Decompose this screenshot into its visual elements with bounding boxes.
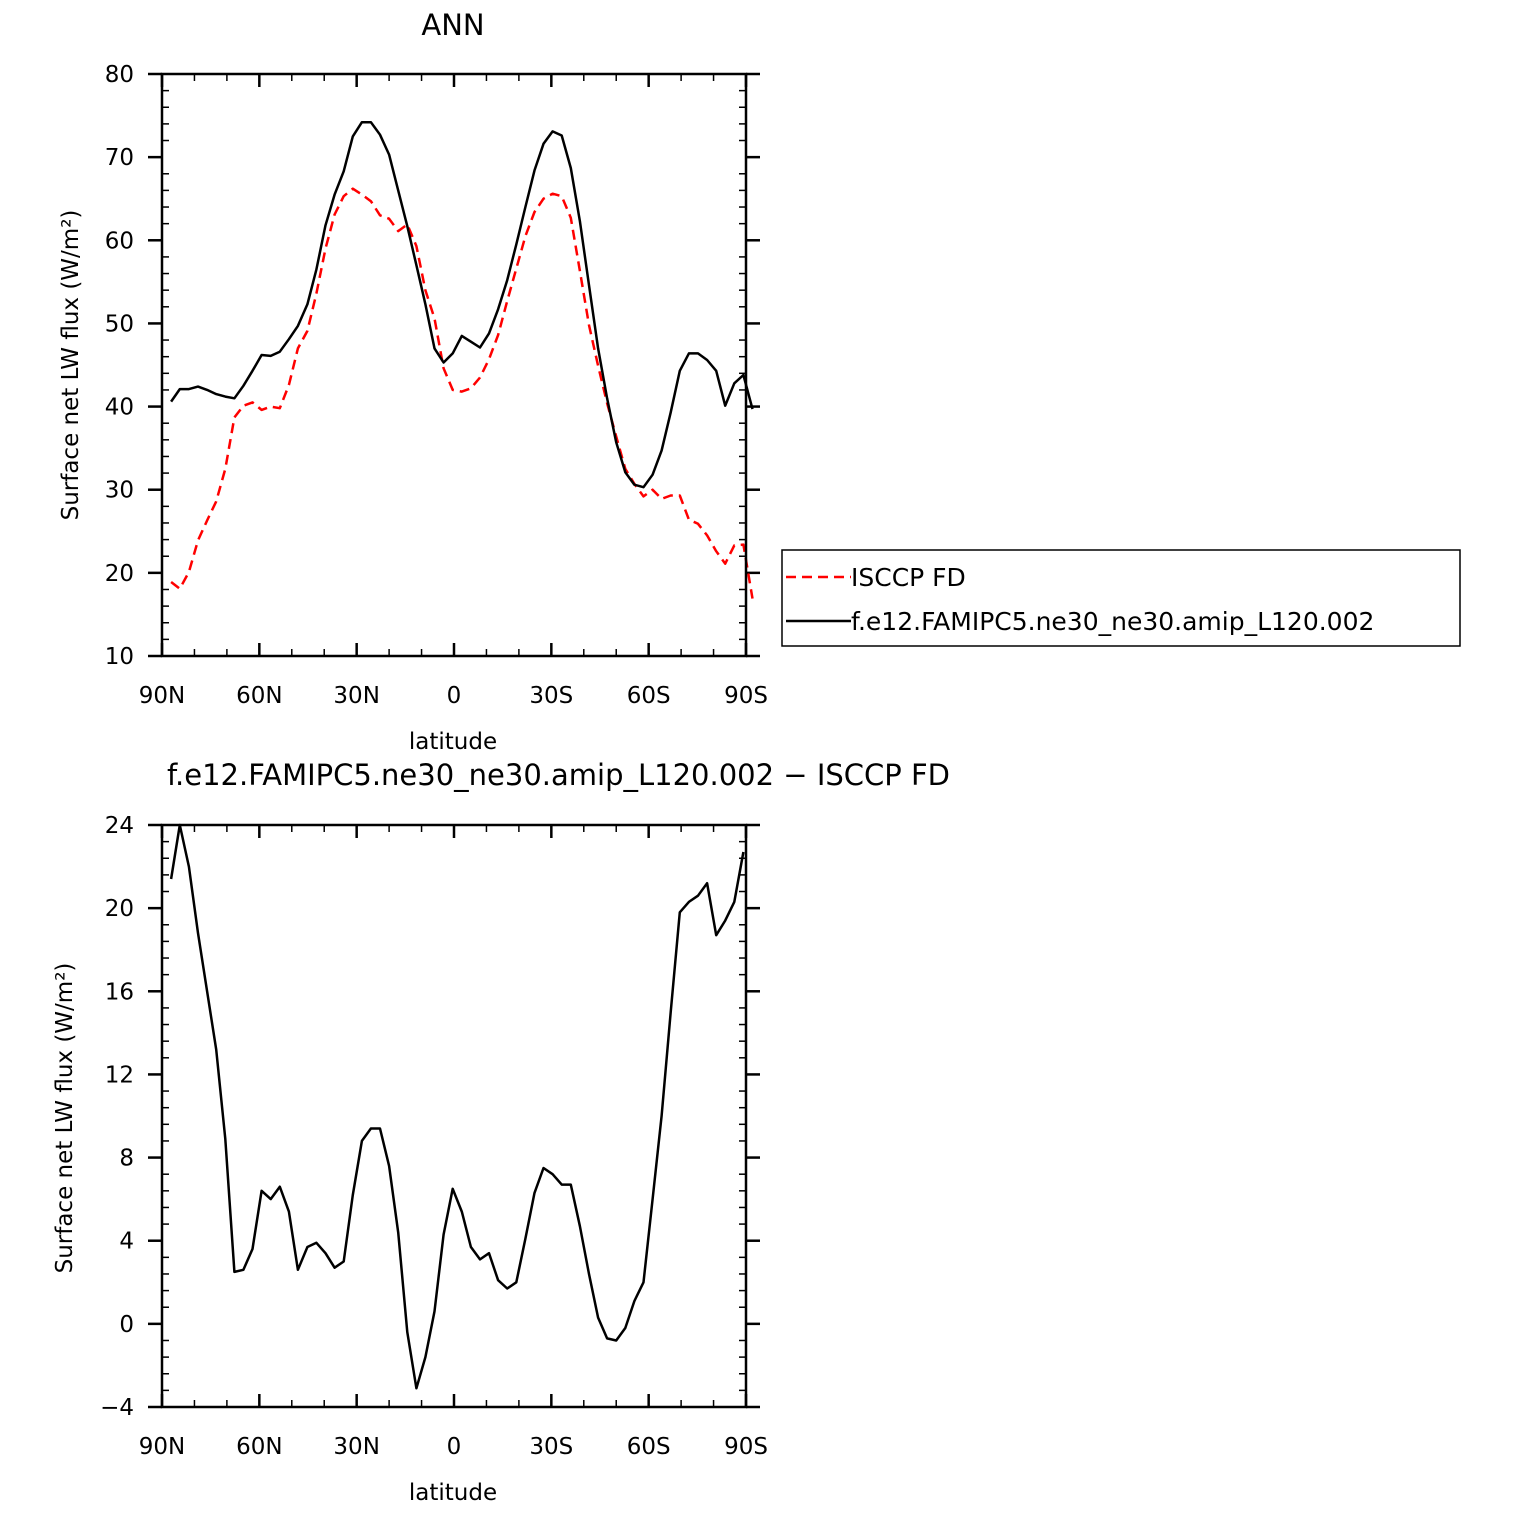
top-panel-title: ANN: [421, 8, 484, 42]
bottom-panel-y-tick-label: 8: [119, 1146, 134, 1172]
top-panel-series-line-0: [170, 187, 754, 599]
legend-label-isccp: ISCCP FD: [851, 563, 966, 592]
top-panel-x-tick-label: 30N: [333, 683, 379, 709]
top-panel-y-axis-title: Surface net LW flux (W/m²): [58, 210, 84, 521]
bottom-panel-y-tick-label: 12: [105, 1062, 134, 1088]
bottom-panel-x-tick-label: 60S: [627, 1434, 671, 1460]
bottom-panel-x-tick-label: 0: [447, 1434, 462, 1460]
bottom-panel-tick-labels: 90N 60N 30N 0 30S 60S 90S −4 0 4 8 12 16 20 24: [100, 813, 768, 1460]
bottom-panel-series-line-0: [169, 823, 745, 1390]
top-panel-y-tick-label: 20: [105, 561, 134, 587]
top-panel-y-tick-label: 30: [105, 478, 134, 504]
bottom-panel-y-tick-label: 0: [119, 1312, 134, 1338]
bottom-panel-frame: [160, 823, 748, 1409]
bottom-panel-x-tick-label: 90N: [139, 1434, 185, 1460]
top-panel: ANN 90N 60N 30N 0 30S 60S 90S1020304050607080 …: [58, 8, 768, 755]
top-panel-x-axis-title: latitude: [409, 729, 497, 755]
top-panel-frame: [160, 72, 748, 658]
top-panel-y-tick-label: 50: [105, 311, 134, 337]
top-panel-y-tick-label: 70: [105, 145, 134, 171]
top-panel-x-tick-label: 0: [447, 683, 462, 709]
bottom-panel-y-tick-label: 20: [105, 896, 134, 922]
top-panel-y-tick-label: 40: [105, 395, 134, 421]
legend: ISCCP FD f.e12.FAMIPC5.ne30_ne30.amip_L1…: [781, 549, 1461, 647]
top-panel-series-line-1: [170, 120, 754, 489]
bottom-panel-x-tick-label: 90S: [724, 1434, 768, 1460]
top-panel-x-tick-label: 60N: [236, 683, 282, 709]
top-panel-x-tick-label: 90S: [724, 683, 768, 709]
bottom-panel-y-tick-label: 4: [119, 1229, 134, 1255]
top-panel-x-tick-label: 60S: [627, 683, 671, 709]
bottom-panel-y-axis-title: Surface net LW flux (W/m²): [52, 963, 78, 1274]
bottom-panel-x-tick-label: 60N: [236, 1434, 282, 1460]
top-panel-tick-labels: 90N 60N 30N 0 30S 60S 90S 10 20 30 40 50 60 70 80: [105, 62, 768, 709]
top-panel-x-tick-label: 30S: [529, 683, 573, 709]
top-panel-x-tick-label: 90N: [139, 683, 185, 709]
legend-box: [781, 549, 1461, 647]
top-panel-series: [170, 120, 754, 599]
bottom-panel-y-tick-label: 16: [105, 979, 134, 1005]
bottom-panel-y-tick-label: 24: [105, 813, 134, 839]
top-panel-y-tick-label: 60: [105, 228, 134, 254]
bottom-panel-y-tick-label: −4: [100, 1395, 134, 1421]
bottom-panel-title: f.e12.FAMIPC5.ne30_ne30.amip_L120.002 − …: [167, 758, 950, 792]
bottom-panel-series: [169, 823, 745, 1390]
top-panel-ticks: [148, 72, 760, 658]
top-panel-y-tick-label: 10: [105, 644, 134, 670]
bottom-panel-x-tick-label: 30N: [333, 1434, 379, 1460]
bottom-panel-x-axis-title: latitude: [409, 1480, 497, 1506]
bottom-panel: f.e12.FAMIPC5.ne30_ne30.amip_L120.002 − …: [52, 758, 950, 1506]
bottom-panel-ticks: [148, 823, 760, 1409]
top-panel-y-tick-label: 80: [105, 62, 134, 88]
legend-label-model: f.e12.FAMIPC5.ne30_ne30.amip_L120.002: [851, 607, 1374, 636]
bottom-panel-x-tick-label: 30S: [529, 1434, 573, 1460]
